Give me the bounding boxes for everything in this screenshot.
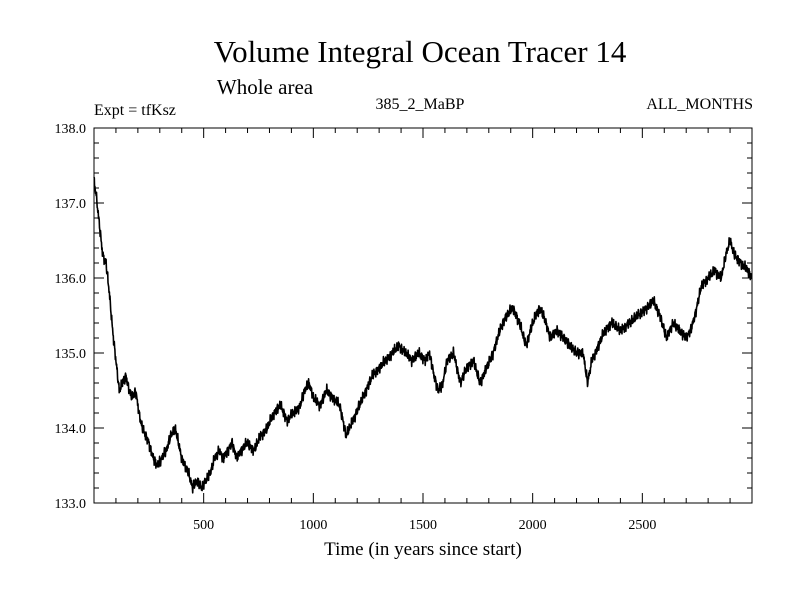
x-tick-label: 2000 — [519, 518, 547, 533]
series-line — [93, 176, 753, 494]
x-tick-label: 1500 — [409, 518, 437, 533]
chart-title: Volume Integral Ocean Tracer 14 — [214, 34, 627, 69]
x-tick-label: 1000 — [299, 518, 327, 533]
x-tick-label: 2500 — [628, 518, 656, 533]
x-axis-title: Time (in years since start) — [324, 539, 522, 560]
y-tick-label: 137.0 — [55, 197, 87, 212]
x-axis-ticks — [115, 128, 731, 503]
x-axis-tick-labels: 500 1000 1500 2000 2500 — [193, 518, 656, 533]
y-axis-tick-labels: 133.0 134.0 135.0 136.0 137.0 138.0 — [55, 122, 87, 512]
chart-subtitle: Whole area — [217, 75, 314, 99]
y-tick-label: 134.0 — [55, 422, 87, 437]
months-label: ALL_MONTHS — [646, 96, 753, 113]
series-layer — [93, 176, 753, 494]
plot-frame — [93, 127, 753, 504]
y-tick-label: 138.0 — [55, 122, 87, 137]
time-period-label: 385_2_MaBP — [376, 96, 465, 113]
x-tick-label: 500 — [193, 518, 214, 533]
y-tick-label: 135.0 — [55, 347, 87, 362]
experiment-label: Expt = tfKsz — [94, 102, 176, 119]
y-axis-ticks — [94, 142, 752, 489]
y-tick-label: 136.0 — [55, 272, 87, 287]
y-tick-label: 133.0 — [55, 497, 87, 512]
